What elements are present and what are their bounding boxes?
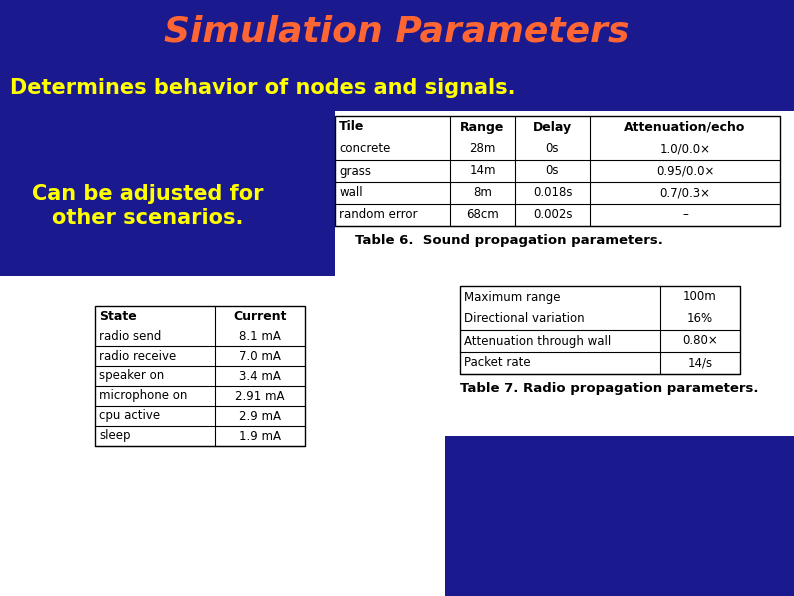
Bar	[335, 111, 794, 436]
Text: 16%: 16%	[687, 312, 713, 325]
Text: 1.9 mA: 1.9 mA	[239, 430, 281, 442]
Text: 68cm: 68cm	[466, 209, 499, 222]
Bar	[460, 286, 740, 374]
Text: Can be adjusted for
other scenarios.: Can be adjusted for other scenarios.	[33, 184, 264, 228]
Text: 28m: 28m	[469, 142, 495, 156]
Text: 0.018s: 0.018s	[533, 187, 572, 200]
Text: speaker on: speaker on	[99, 370, 164, 383]
Text: Maximum range: Maximum range	[464, 290, 561, 303]
Text: sleep: sleep	[99, 430, 130, 442]
Text: Table 6.  Sound propagation parameters.: Table 6. Sound propagation parameters.	[355, 234, 663, 247]
Text: 3.4 mA: 3.4 mA	[239, 370, 281, 383]
Text: Delay: Delay	[533, 120, 572, 134]
Text: Attenuation/echo: Attenuation/echo	[624, 120, 746, 134]
Text: 14/s: 14/s	[688, 356, 712, 370]
Text: Table 5. Current drawn by nodes in different
states. Based on Table 1 from [13].: Table 5. Current drawn by nodes in diffe…	[5, 521, 338, 549]
Text: grass: grass	[339, 164, 371, 178]
Bar	[95, 306, 305, 446]
Text: cpu active: cpu active	[99, 409, 160, 423]
Bar	[335, 116, 780, 226]
Bar	[445, 438, 794, 596]
Text: –: –	[682, 209, 688, 222]
Text: Table 7. Radio propagation parameters.: Table 7. Radio propagation parameters.	[460, 382, 758, 395]
Text: microphone on: microphone on	[99, 390, 187, 402]
Text: 0.7/0.3×: 0.7/0.3×	[660, 187, 711, 200]
Text: 0s: 0s	[545, 142, 559, 156]
Text: 100m: 100m	[683, 290, 717, 303]
Text: State: State	[99, 309, 137, 322]
Text: Range: Range	[461, 120, 505, 134]
Text: Tile: Tile	[339, 120, 364, 134]
Text: concrete: concrete	[339, 142, 391, 156]
Text: Determines behavior of nodes and signals.: Determines behavior of nodes and signals…	[10, 78, 515, 98]
Bar	[95, 306, 305, 446]
Text: random error: random error	[339, 209, 418, 222]
Text: 0s: 0s	[545, 164, 559, 178]
Text: wall: wall	[339, 187, 363, 200]
Text: radio send: radio send	[99, 330, 161, 343]
Text: Packet rate: Packet rate	[464, 356, 530, 370]
Text: Simulation Parameters: Simulation Parameters	[164, 14, 630, 48]
Text: Attenuation through wall: Attenuation through wall	[464, 334, 611, 347]
Text: 0.002s: 0.002s	[533, 209, 572, 222]
Text: radio receive: radio receive	[99, 349, 176, 362]
Text: 2.9 mA: 2.9 mA	[239, 409, 281, 423]
Text: 0.95/0.0×: 0.95/0.0×	[656, 164, 714, 178]
Text: 2.91 mA: 2.91 mA	[235, 390, 285, 402]
Text: 7.0 mA: 7.0 mA	[239, 349, 281, 362]
Text: Current: Current	[233, 309, 287, 322]
Text: Directional variation: Directional variation	[464, 312, 584, 325]
Bar	[460, 286, 740, 374]
Text: 1.0/0.0×: 1.0/0.0×	[660, 142, 711, 156]
Text: 8m: 8m	[473, 187, 492, 200]
Text: 14m: 14m	[469, 164, 495, 178]
Text: 0.80×: 0.80×	[682, 334, 718, 347]
Bar	[335, 116, 780, 226]
Bar	[0, 276, 445, 596]
Text: 8.1 mA: 8.1 mA	[239, 330, 281, 343]
